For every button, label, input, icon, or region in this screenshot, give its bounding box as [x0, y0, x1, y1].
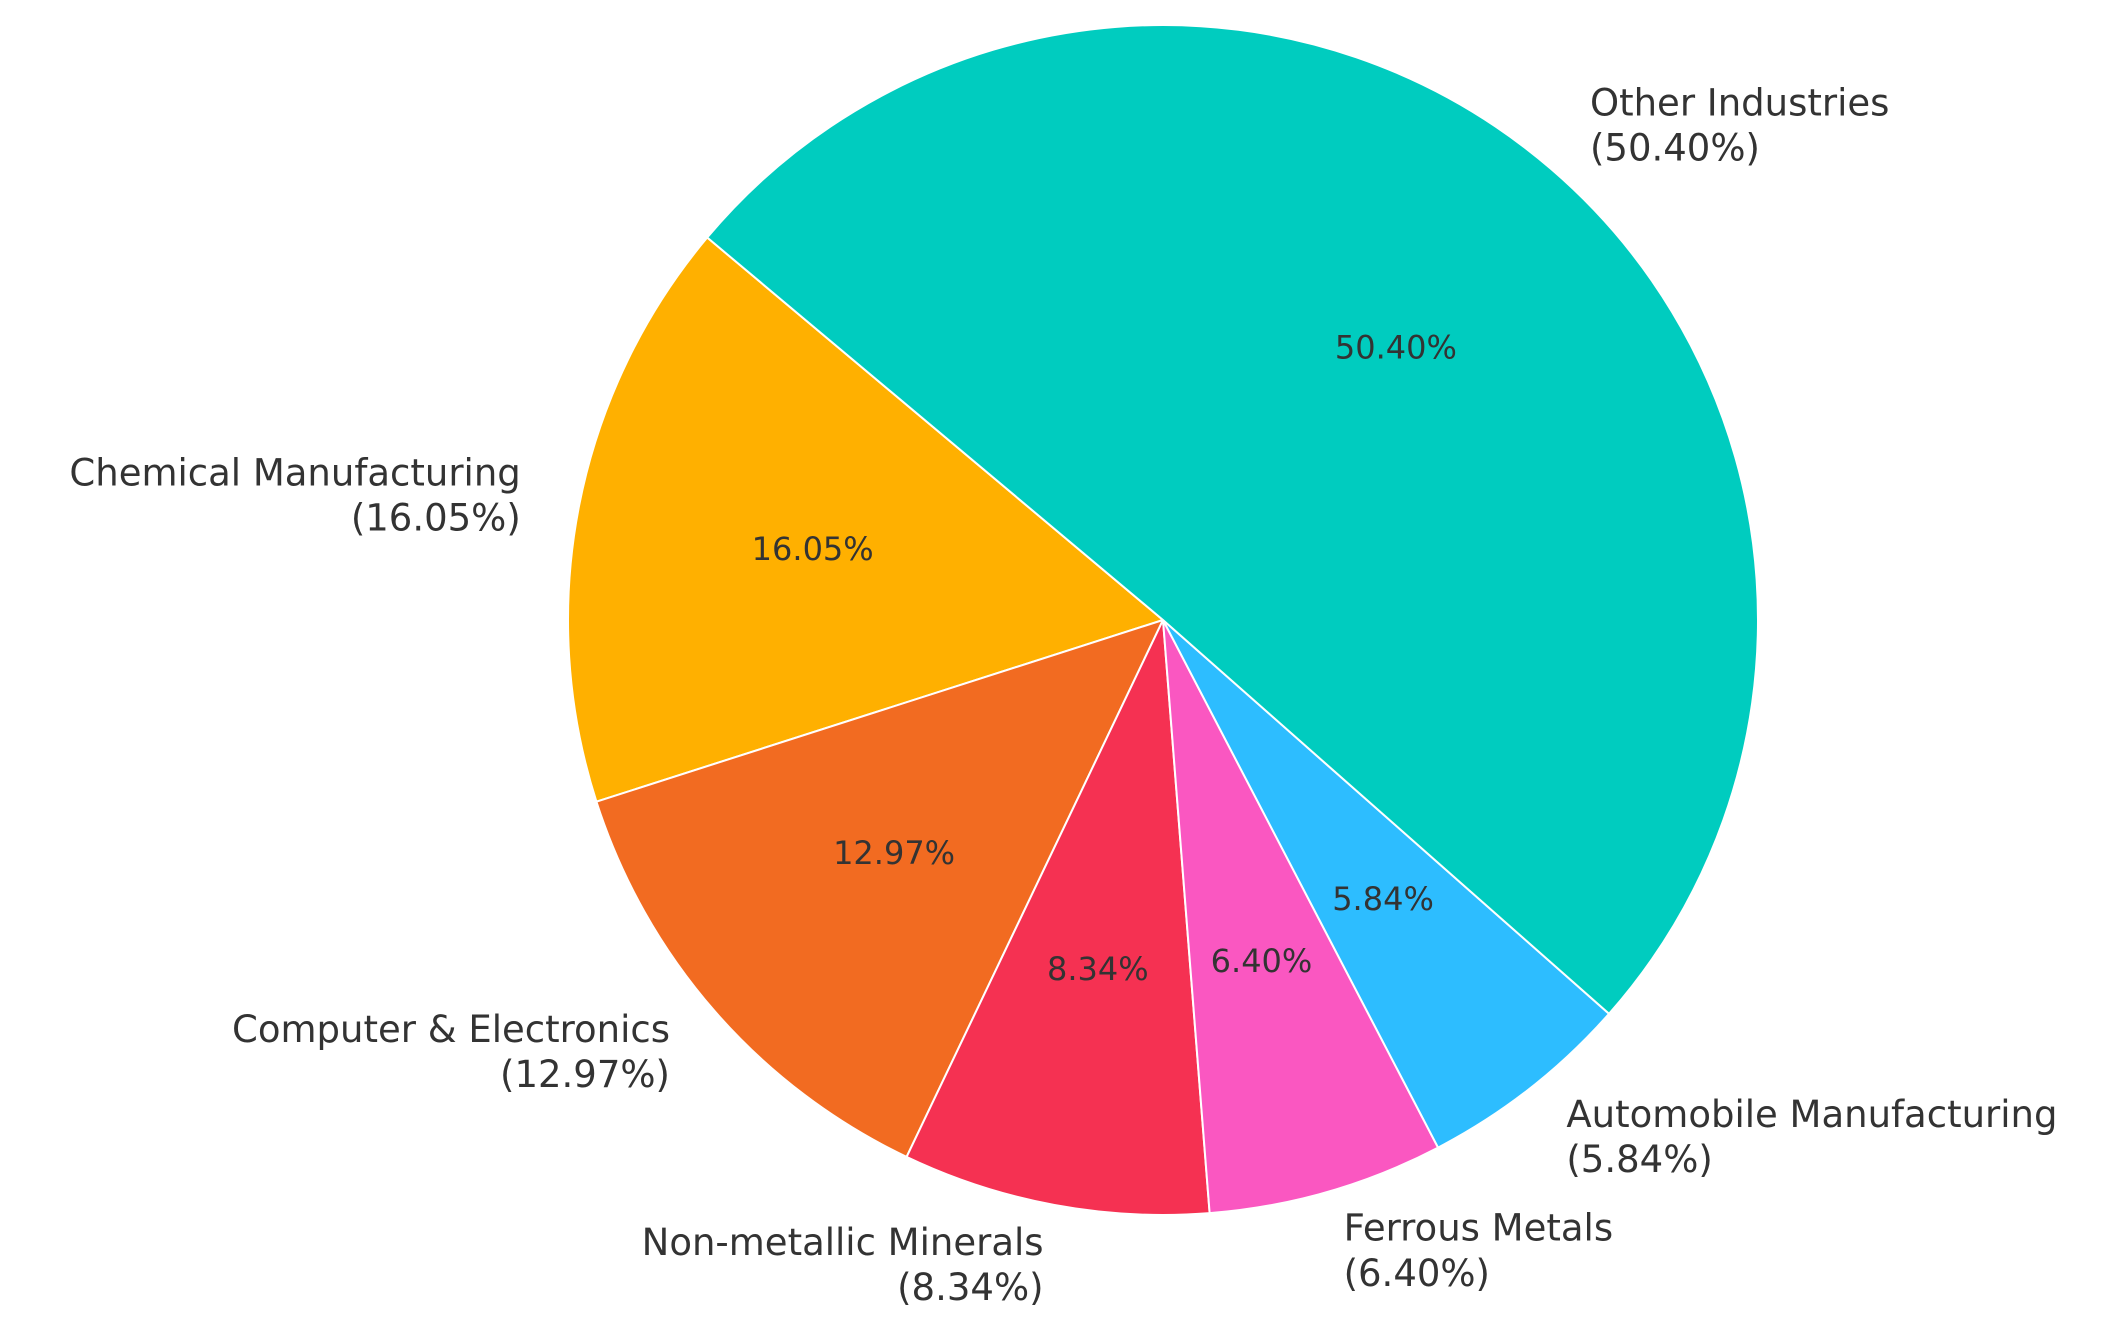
- slice-percent-label: 16.05%: [752, 530, 874, 568]
- slice-label: Ferrous Metals (6.40%): [1344, 1207, 1614, 1295]
- slice-percent-label: 12.97%: [833, 834, 955, 872]
- slice-name: Other Industries: [1590, 82, 1889, 125]
- pie-slice: [1162, 619, 1440, 1215]
- pie-slice: [567, 236, 1166, 803]
- slice-outer-percent: (8.34%): [897, 1266, 1043, 1309]
- slice-outer-percent: (50.40%): [1590, 127, 1760, 170]
- pie-slice: [905, 616, 1211, 1216]
- slice-label: Chemical Manufacturing (16.05%): [69, 451, 520, 539]
- slice-name: Ferrous Metals: [1344, 1207, 1614, 1250]
- slice-label: Non-metallic Minerals (8.34%): [642, 1221, 1044, 1309]
- slice-name: Non-metallic Minerals: [642, 1221, 1044, 1264]
- slice-percent-label: 8.34%: [1047, 950, 1149, 988]
- slice-percent-label: 6.40%: [1211, 942, 1313, 980]
- slice-label: Computer & Electronics (12.97%): [232, 1008, 670, 1096]
- slice-percent-label: 50.40%: [1335, 328, 1457, 366]
- slice-outer-percent: (12.97%): [500, 1053, 670, 1096]
- slice-outer-percent: (16.05%): [351, 497, 521, 540]
- slice-outer-percent: (5.84%): [1566, 1138, 1712, 1181]
- slice-name: Chemical Manufacturing: [69, 451, 520, 494]
- slice-name: Computer & Electronics: [232, 1008, 670, 1051]
- pie-slice: [595, 618, 1165, 1159]
- slice-percent-label: 5.84%: [1332, 880, 1434, 918]
- slice-label: Other Industries (50.40%): [1590, 82, 1889, 170]
- pie-slice: [1162, 619, 1611, 1149]
- slice-outer-percent: (6.40%): [1344, 1252, 1490, 1295]
- slice-name: Automobile Manufacturing: [1566, 1093, 2057, 1136]
- pie-slice: [705, 23, 1760, 1016]
- slice-label: Automobile Manufacturing (5.84%): [1566, 1093, 2057, 1181]
